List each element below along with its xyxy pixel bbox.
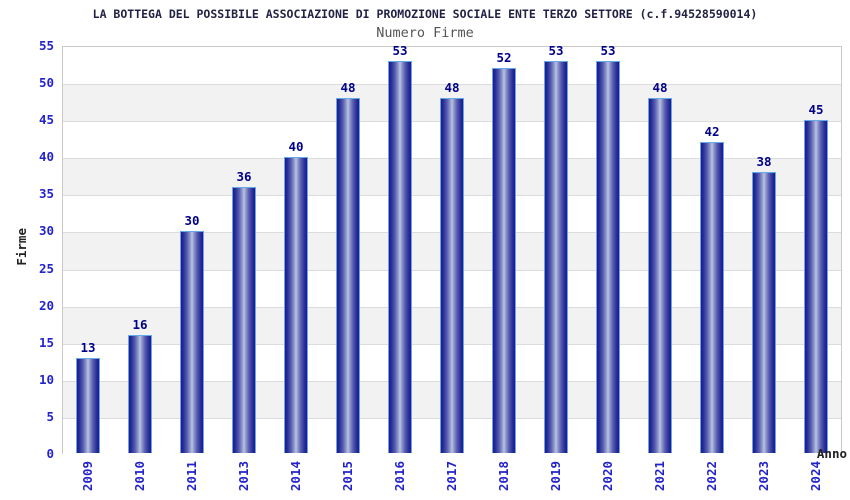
bar-2018: [492, 68, 516, 453]
bar-2019: [544, 60, 568, 453]
x-tick-label: 2021: [652, 461, 667, 492]
bar-2009: [76, 357, 100, 453]
x-tick-label: 2010: [132, 461, 147, 492]
bar-value-label: 30: [184, 213, 200, 229]
bar-2014: [284, 157, 308, 453]
x-tick-label: 2018: [496, 461, 511, 492]
chart-subtitle: Numero Firme: [376, 25, 474, 41]
bar-value-label: 48: [444, 79, 460, 95]
bar-value-label: 53: [600, 42, 616, 58]
y-tick-label: 55: [38, 38, 54, 53]
bar-value-label: 42: [704, 124, 720, 140]
bar-2010: [128, 335, 152, 453]
bar-2015: [336, 97, 360, 453]
x-tick-label: 2024: [808, 461, 823, 492]
x-tick-label: 2023: [756, 461, 771, 492]
x-tick-label: 2019: [548, 461, 563, 492]
y-tick-label: 25: [38, 260, 54, 276]
bar-2021: [648, 97, 672, 453]
bar-2023: [752, 172, 776, 453]
bar-value-label: 48: [340, 79, 356, 95]
x-tick-label: 2016: [392, 461, 407, 492]
gridline: [63, 84, 841, 86]
y-tick-label: 0: [46, 446, 54, 461]
bar-value-label: 36: [236, 168, 252, 184]
bar-value-label: 16: [132, 317, 148, 333]
x-tick-label: 2022: [704, 461, 719, 492]
y-axis-title: Firme: [14, 228, 29, 266]
x-tick-label: 2011: [184, 461, 199, 492]
plot-band: [63, 47, 841, 85]
y-tick-label: 50: [38, 75, 54, 91]
bar-value-label: 45: [808, 102, 824, 118]
x-tick-label: 2017: [444, 461, 459, 492]
bar-2013: [232, 186, 256, 453]
bar-2011: [180, 231, 204, 453]
bar-2024: [804, 120, 828, 453]
bar-value-label: 40: [288, 139, 304, 155]
x-tick-label: 2009: [80, 461, 95, 492]
bar-2020: [596, 60, 620, 453]
x-tick-label: 2014: [288, 461, 303, 492]
bar-2017: [440, 97, 464, 453]
bar-value-label: 13: [80, 339, 96, 355]
y-tick-label: 30: [38, 223, 54, 239]
bar-2016: [388, 60, 412, 453]
y-tick-label: 5: [46, 408, 54, 424]
y-tick-label: 10: [38, 371, 54, 387]
bar-2022: [700, 142, 724, 453]
x-axis-title: Anno: [816, 446, 847, 461]
bar-value-label: 53: [392, 42, 408, 58]
x-tick-label: 2020: [600, 461, 615, 492]
bar-value-label: 53: [548, 42, 564, 58]
chart-title: LA BOTTEGA DEL POSSIBILE ASSOCIAZIONE DI…: [92, 7, 758, 21]
bar-value-label: 52: [496, 50, 512, 66]
y-tick-label: 40: [38, 149, 54, 165]
bar-value-label: 48: [652, 79, 668, 95]
y-tick-label: 35: [38, 186, 54, 202]
y-tick-label: 45: [38, 112, 54, 128]
x-tick-label: 2013: [236, 461, 251, 492]
y-tick-label: 15: [38, 334, 54, 350]
x-tick-label: 2015: [340, 461, 355, 492]
y-tick-label: 20: [38, 297, 54, 313]
bar-value-label: 38: [756, 154, 772, 170]
